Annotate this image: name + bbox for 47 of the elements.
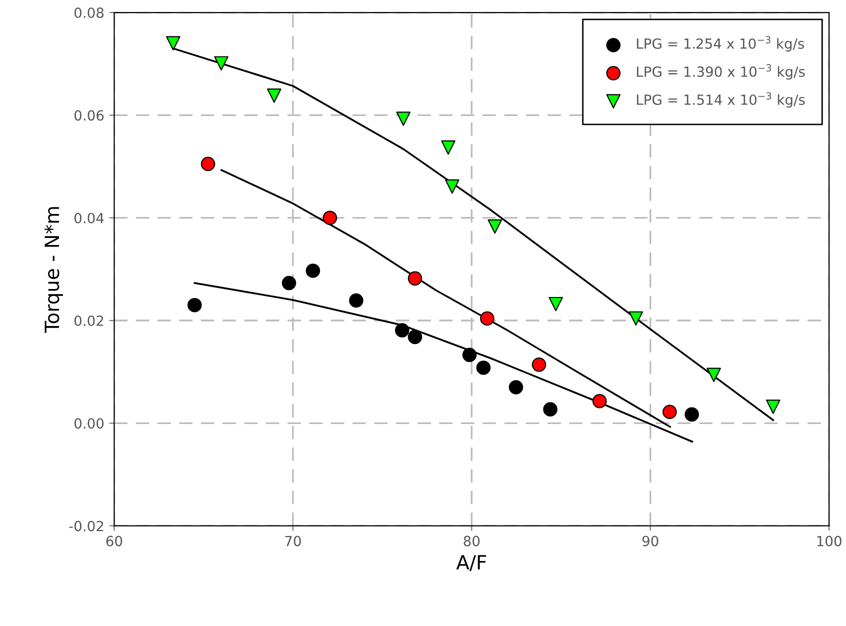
- x-tick-label: 100: [817, 536, 842, 546]
- line-series: [194, 282, 694, 443]
- legend-label: LPG = 1.390 x 10$^{−3}$ kg/s: [636, 64, 805, 80]
- y-tick-label: -0.02: [69, 520, 104, 532]
- y-tick-label: 0.02: [74, 315, 104, 326]
- point: [684, 407, 699, 422]
- point: [548, 296, 563, 312]
- point: [662, 404, 677, 420]
- point: [187, 298, 202, 312]
- point: [267, 88, 282, 103]
- point: [706, 368, 721, 382]
- point: [480, 311, 494, 326]
- point: [441, 140, 456, 155]
- x-tick-label: 90: [642, 536, 658, 546]
- point: [445, 179, 460, 194]
- point: [476, 360, 491, 375]
- y-tick-label: 0.08: [74, 7, 104, 18]
- point: [408, 271, 422, 286]
- legend-label: LPG = 1.514 x 10$^{−3}$ kg/s: [636, 92, 805, 108]
- y-tick-label: 0.00: [74, 418, 104, 429]
- x-tick-label: 70: [285, 536, 301, 546]
- point: [282, 276, 296, 290]
- point: [349, 293, 364, 308]
- point: [396, 112, 411, 126]
- x-axis-title: A/F: [456, 555, 486, 572]
- point: [532, 358, 546, 372]
- point: [592, 394, 607, 408]
- point: [488, 219, 502, 234]
- point: [166, 36, 180, 50]
- point: [306, 264, 320, 278]
- point: [322, 210, 338, 225]
- point: [214, 56, 228, 70]
- y-axis-title: Torque - N*m: [44, 207, 63, 333]
- point: [408, 330, 422, 344]
- y-tick-label: 0.06: [74, 110, 104, 121]
- point: [628, 311, 644, 326]
- legend-label: LPG = 1.254 x 10$^{−3}$ kg/s: [636, 36, 804, 52]
- point: [508, 380, 524, 394]
- x-tick-label: 80: [464, 536, 480, 546]
- y-tick-label: 0.04: [74, 212, 104, 224]
- point: [462, 348, 477, 362]
- point: [543, 402, 558, 416]
- point: [394, 323, 410, 338]
- x-tick-label: 60: [106, 536, 122, 546]
- line-series: [220, 169, 671, 428]
- point: [766, 400, 780, 414]
- point: [200, 156, 216, 172]
